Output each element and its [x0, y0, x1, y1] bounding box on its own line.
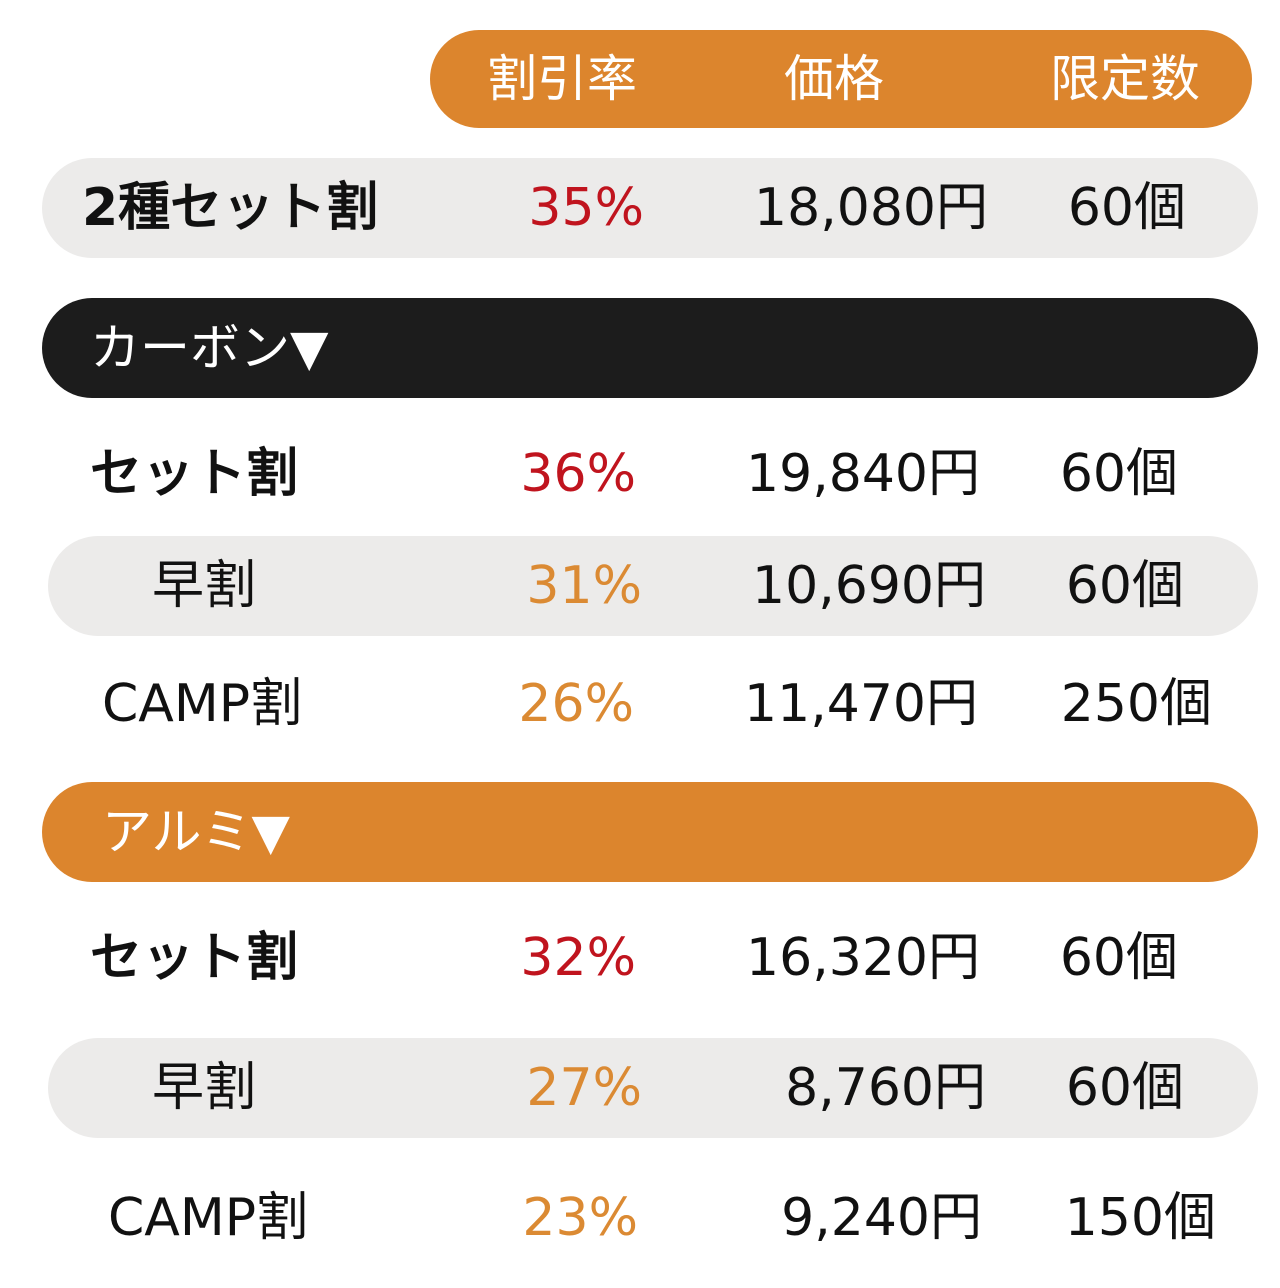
table-row: セット割 36% 19,840円 60個 [42, 424, 1258, 524]
row-limit: 60個 [1065, 1058, 1184, 1118]
row-label: 早割 [152, 556, 257, 616]
section-title-carbon: カーボン▼ [90, 319, 329, 377]
row-limit: 60個 [1065, 556, 1184, 616]
header-limit: 限定数 [1050, 50, 1200, 108]
table-row: 早割 27% 8,760円 60個 [48, 1038, 1258, 1138]
combo-limit: 60個 [1067, 178, 1186, 238]
section-header-aluminum[interactable]: アルミ▼ [42, 782, 1258, 882]
combo-price: 18,080円 [754, 178, 988, 238]
combo-label: 2種セット割 [82, 178, 379, 238]
row-limit: 150個 [1064, 1188, 1216, 1248]
table-row: CAMP割 23% 9,240円 150個 [42, 1168, 1258, 1268]
row-limit: 60個 [1059, 928, 1178, 988]
row-rate: 31% [526, 556, 642, 616]
row-rate: 26% [518, 674, 634, 734]
row-label: セット割 [90, 444, 299, 504]
row-price: 11,470円 [744, 674, 978, 734]
row-label: 早割 [152, 1058, 257, 1118]
row-price: 10,690円 [752, 556, 986, 616]
row-limit: 250個 [1060, 674, 1212, 734]
combo-rate: 35% [528, 178, 644, 238]
row-label: CAMP割 [108, 1188, 309, 1248]
row-label: セット割 [90, 928, 299, 988]
row-price: 8,760円 [785, 1058, 986, 1118]
header-rate: 割引率 [487, 50, 637, 108]
table-row: CAMP割 26% 11,470円 250個 [42, 654, 1258, 754]
combo-row: 2種セット割 35% 18,080円 60個 [42, 158, 1258, 258]
table-row: セット割 32% 16,320円 60個 [42, 908, 1258, 1008]
row-price: 19,840円 [746, 444, 980, 504]
row-price: 9,240円 [781, 1188, 982, 1248]
row-price: 16,320円 [746, 928, 980, 988]
table-row: 早割 31% 10,690円 60個 [48, 536, 1258, 636]
section-header-carbon[interactable]: カーボン▼ [42, 298, 1258, 398]
section-title-aluminum: アルミ▼ [102, 803, 290, 861]
row-limit: 60個 [1059, 444, 1178, 504]
header-price: 価格 [784, 50, 884, 108]
row-rate: 32% [520, 928, 636, 988]
row-rate: 23% [522, 1188, 638, 1248]
row-label: CAMP割 [102, 674, 303, 734]
row-rate: 36% [520, 444, 636, 504]
row-rate: 27% [526, 1058, 642, 1118]
column-header: 割引率 価格 限定数 [430, 30, 1252, 128]
